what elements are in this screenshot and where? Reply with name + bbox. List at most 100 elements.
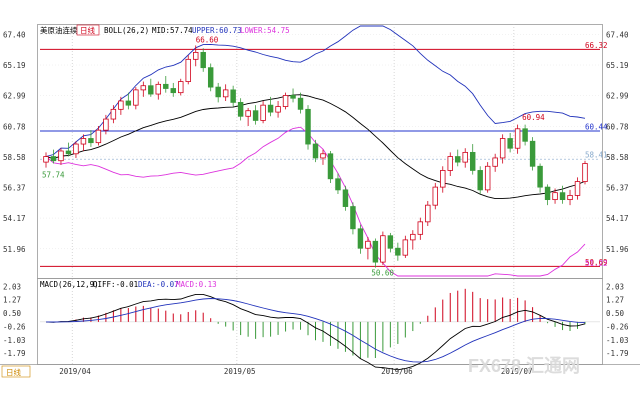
- candle-body: [469, 151, 476, 171]
- candle-body: [440, 170, 446, 188]
- candle-body: [320, 153, 326, 159]
- price-y-tick-right: 58.58: [606, 153, 629, 162]
- dea-label: DEA:-0.07: [138, 280, 179, 289]
- macd-y-tick-right: 0.50: [606, 309, 625, 318]
- candle-body: [544, 186, 551, 201]
- macd-y-tick-right: 2.03: [606, 282, 624, 291]
- candle-body: [357, 228, 364, 249]
- candle-body: [499, 138, 506, 159]
- candle-body: [282, 95, 289, 107]
- candle-body: [410, 233, 416, 241]
- footer-period-label: 日线: [6, 367, 21, 377]
- candle-body: [185, 58, 191, 82]
- candle-body: [365, 240, 371, 249]
- price-y-tick-right: 51.96: [606, 245, 629, 254]
- price-y-tick-left: 51.96: [3, 245, 26, 254]
- level-label: 60.44: [585, 123, 608, 132]
- y-axis-ticks: 67.40 67.40 65.19 65.19 62.99 62.99 60.78 60.78…: [3, 30, 629, 358]
- lower-band-end-label: 51.22: [585, 259, 608, 268]
- candle-body: [425, 204, 431, 223]
- level-label: 58.41: [585, 151, 608, 160]
- candle-body: [582, 163, 588, 182]
- candle-body: [163, 83, 169, 89]
- price-y-tick-left: 62.99: [3, 92, 26, 101]
- macd-y-tick-right: -1.79: [606, 349, 629, 358]
- macd-dea-line: [45, 298, 586, 363]
- candle-body: [380, 235, 386, 263]
- candle-body: [118, 100, 124, 110]
- macd-y-tick-left: -0.26: [3, 322, 26, 331]
- candle-body: [559, 192, 566, 201]
- candle-body: [245, 110, 251, 117]
- candle-body: [574, 181, 581, 196]
- candle-body: [417, 221, 424, 235]
- candle-body: [335, 178, 341, 191]
- candle-body: [312, 143, 319, 159]
- macd-y-tick-right: -1.03: [606, 336, 629, 345]
- candle-body: [402, 239, 409, 256]
- diff-label: DIFF:-0.01: [93, 280, 138, 289]
- candle-body: [110, 108, 117, 120]
- price-y-tick-right: 54.17: [606, 214, 629, 223]
- price-y-tick-left: 67.40: [3, 30, 26, 39]
- candle-body: [65, 150, 72, 155]
- candle-body: [327, 153, 334, 180]
- candle-body: [267, 104, 274, 113]
- instrument-title: 美原油连续: [40, 25, 78, 35]
- lower-label: LOWER:54.75: [240, 26, 290, 35]
- macd-y-tick-left: 1.27: [3, 296, 21, 305]
- candle-body: [507, 138, 513, 149]
- candle-body: [88, 138, 94, 144]
- candle-body: [50, 156, 57, 162]
- candle-body: [552, 192, 558, 201]
- price-y-tick-left: 54.17: [3, 214, 26, 223]
- price-y-tick-right: 65.19: [606, 61, 629, 70]
- x-tick-label: 2019/04: [59, 367, 91, 376]
- price-y-tick-left: 56.37: [3, 184, 26, 193]
- candle-body: [200, 51, 206, 69]
- macd-y-tick-left: -1.79: [3, 349, 26, 358]
- price-y-tick-left: 58.58: [3, 153, 26, 162]
- candle-body: [43, 156, 49, 163]
- macd-diff-line: [45, 293, 586, 371]
- upper-label: UPPER:60.73: [192, 26, 242, 35]
- candle-body: [237, 101, 244, 117]
- macd-y-tick-left: 2.03: [3, 282, 21, 291]
- macd-series: [40, 288, 600, 371]
- price-y-tick-left: 65.19: [3, 61, 26, 70]
- macd-y-tick-left: -1.03: [3, 336, 26, 345]
- candle-body: [73, 143, 79, 155]
- candle-body: [297, 97, 304, 110]
- price-y-tick-right: 62.99: [606, 92, 629, 101]
- candle-body: [455, 156, 461, 163]
- candle-body: [484, 165, 491, 191]
- candle-body: [103, 118, 109, 131]
- candle-body: [395, 247, 401, 256]
- candle-body: [350, 206, 356, 230]
- candle-body: [140, 85, 147, 91]
- boll-mid-line: [45, 94, 586, 200]
- candle-body: [447, 156, 453, 171]
- candle-body: [372, 240, 379, 263]
- candle-body: [178, 81, 184, 94]
- candle-body: [230, 89, 236, 103]
- footer-period-box[interactable]: [1, 365, 31, 378]
- candle-body: [222, 89, 229, 98]
- candle-body: [252, 110, 259, 121]
- boll-label: BOLL(26,2): [104, 26, 149, 35]
- macd-value-label: MACD:0.13: [176, 280, 217, 289]
- x-tick-label: 2019/06: [381, 367, 413, 376]
- x-axis-ticks: 2019/04 2019/05 2019/06 2019/07: [59, 367, 532, 376]
- candle-body: [514, 128, 521, 149]
- price-y-tick-left: 60.78: [3, 122, 26, 131]
- candle-body: [215, 86, 221, 98]
- x-tick-label: 2019/05: [224, 367, 256, 376]
- x-tick-label: 2019/07: [501, 367, 533, 376]
- candle-body: [58, 150, 64, 162]
- macd-y-tick-right: -0.26: [606, 322, 629, 331]
- price-extreme-label: 50.60: [371, 269, 394, 278]
- candle-body: [148, 85, 154, 95]
- period-label: 日线: [80, 25, 95, 35]
- period-box[interactable]: [76, 24, 100, 36]
- candle-body: [290, 95, 296, 99]
